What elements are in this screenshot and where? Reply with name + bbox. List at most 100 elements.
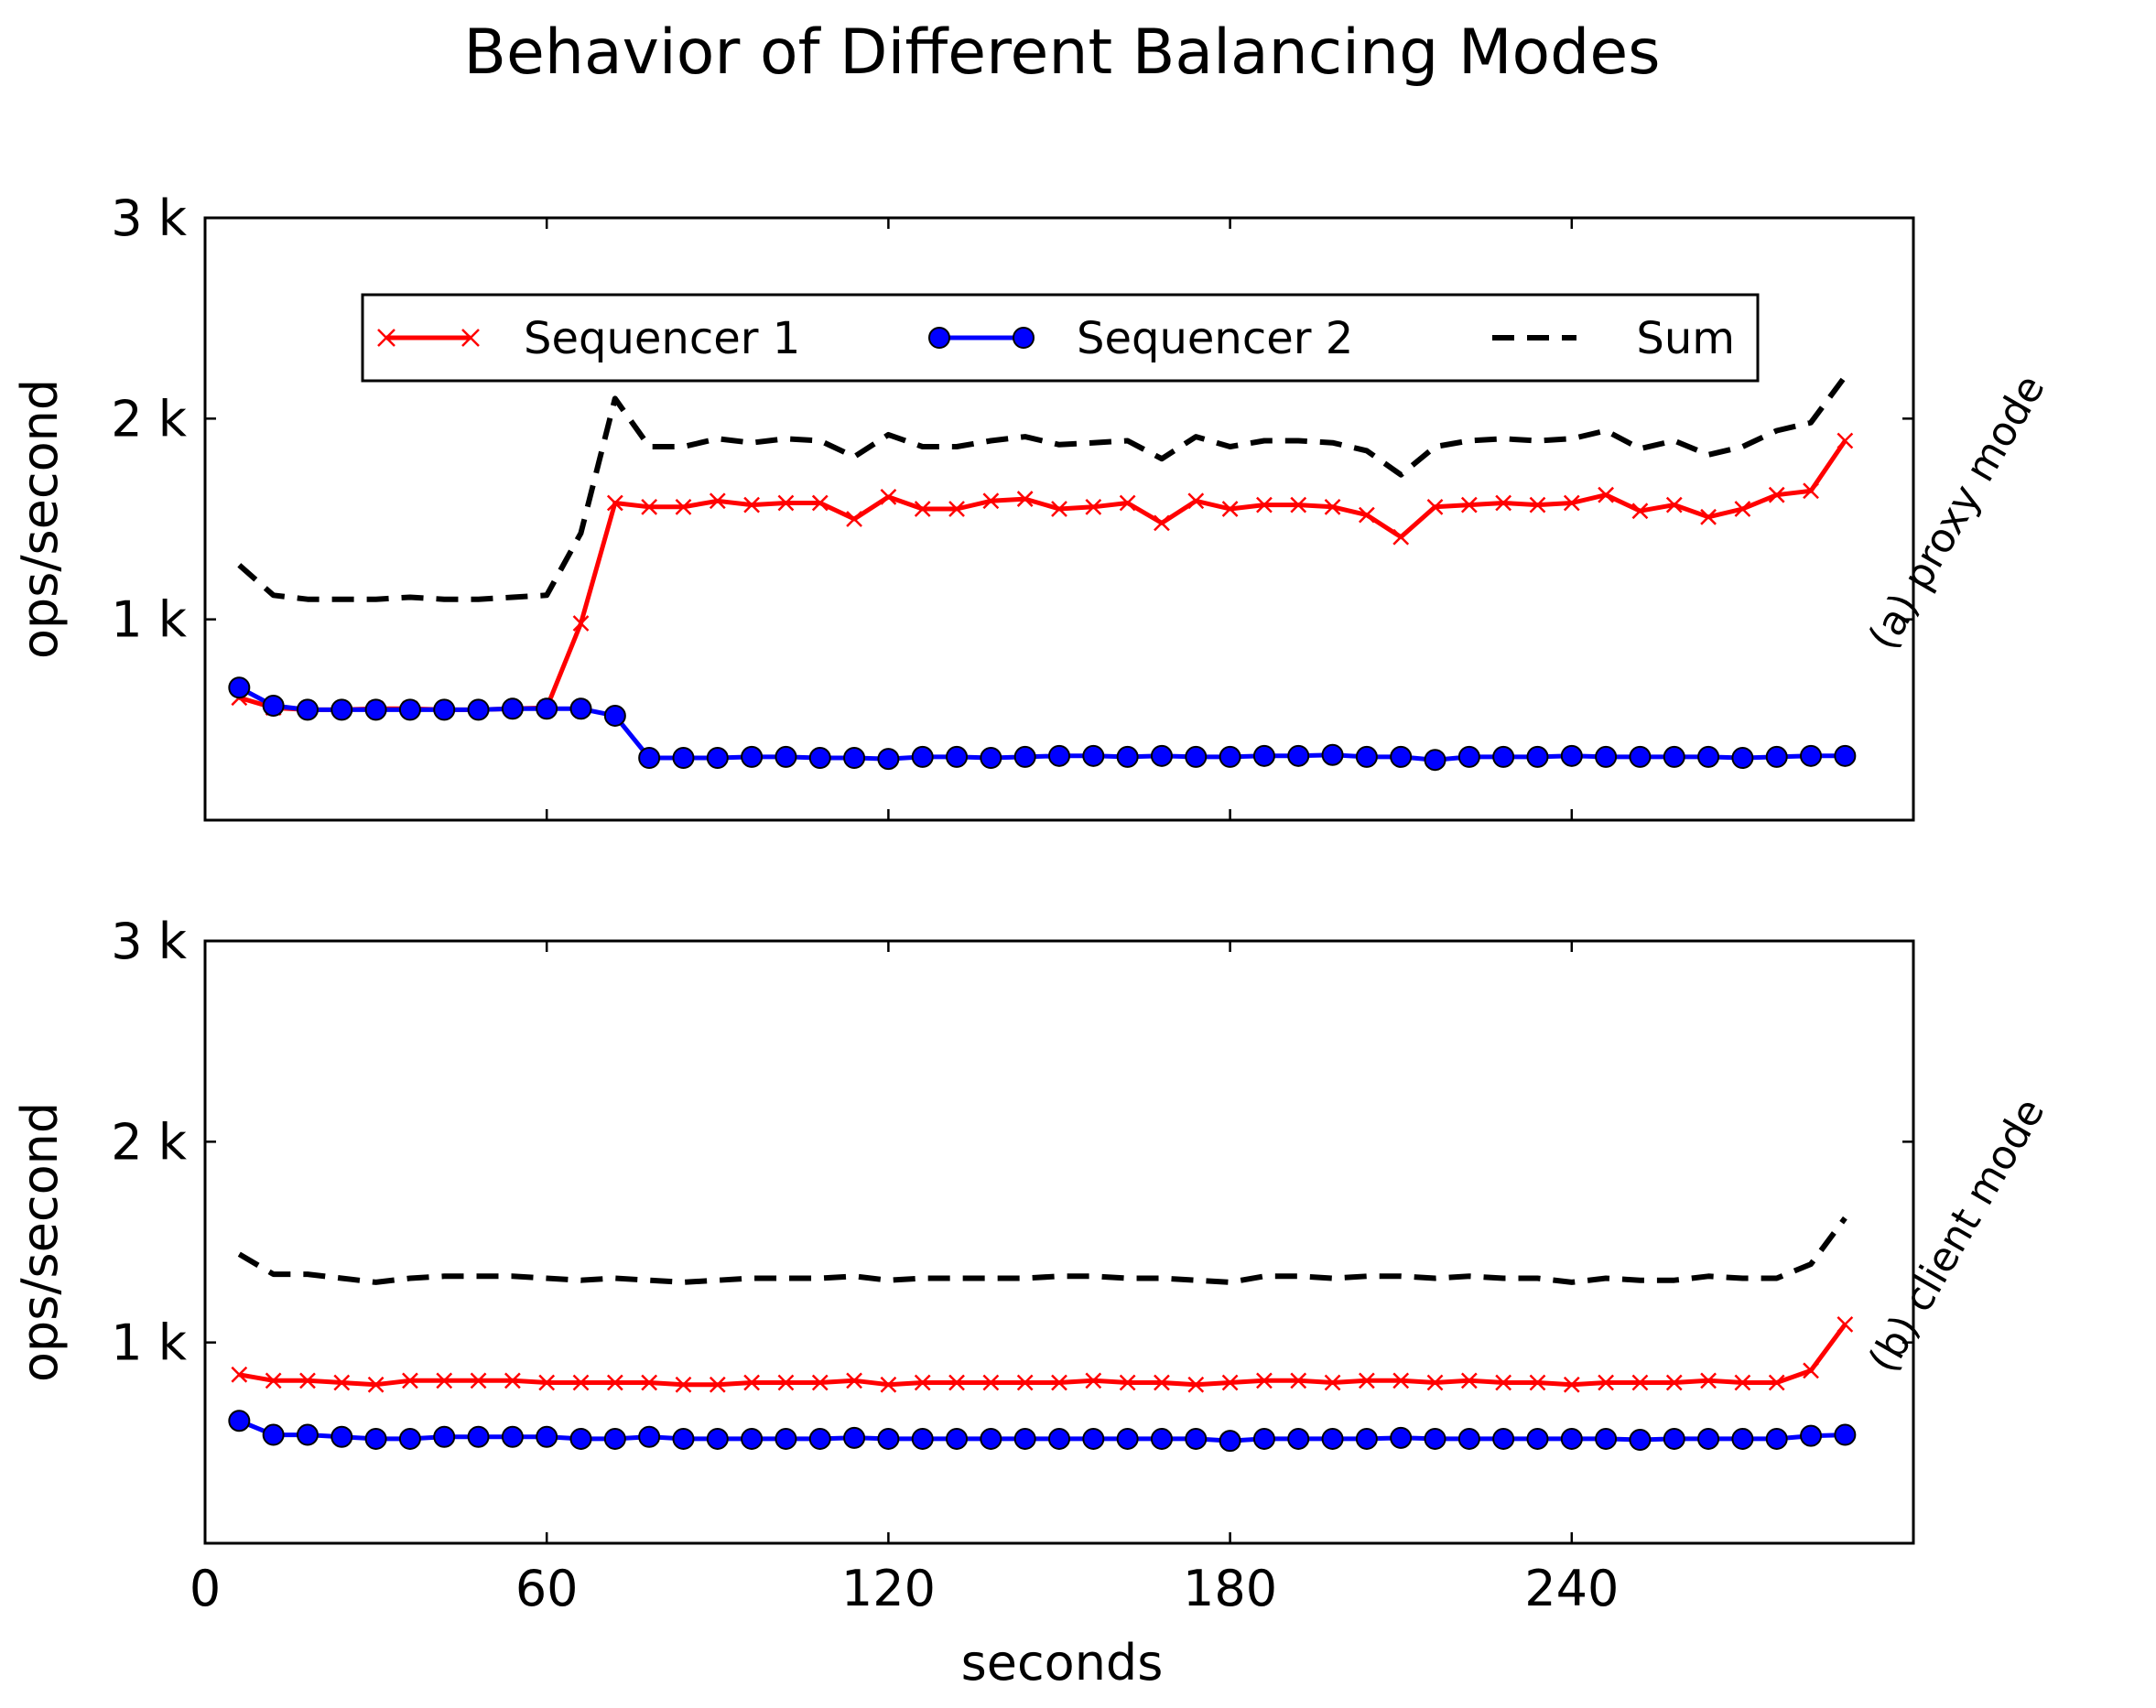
data-point (1731, 747, 1754, 770)
data-point (398, 698, 421, 721)
data-point (1256, 496, 1273, 513)
data-point (1734, 1374, 1751, 1391)
data-point (603, 704, 626, 727)
series-line-sum (237, 1216, 1847, 1285)
data-point (743, 496, 761, 513)
x-tick-label: 120 (841, 1560, 936, 1617)
x-tick-label: 0 (190, 1560, 221, 1617)
data-point (1665, 496, 1683, 513)
data-point (467, 1425, 490, 1448)
x-tick-label: 180 (1183, 1560, 1277, 1617)
data-point (948, 501, 965, 517)
data-point (1150, 744, 1173, 767)
data-point (1492, 745, 1515, 768)
data-point (1765, 1427, 1788, 1450)
data-point (436, 1372, 453, 1389)
data-point (364, 1427, 387, 1450)
data-point (946, 1427, 969, 1450)
data-point (1495, 494, 1512, 512)
data-point (1321, 1427, 1344, 1450)
data-point (1221, 501, 1239, 517)
data-point (299, 1372, 316, 1389)
y-tick-label: 1 k (111, 591, 188, 649)
y-tick-label: 2 k (111, 1113, 188, 1171)
legend-label: Sequencer 1 (524, 313, 800, 364)
data-point (1834, 1423, 1857, 1446)
data-point (1734, 501, 1751, 517)
data-point (808, 747, 831, 770)
data-point (808, 1427, 831, 1450)
data-point (538, 1374, 556, 1391)
data-point (741, 745, 764, 768)
data-point (980, 1427, 1002, 1450)
data-point (1803, 482, 1819, 500)
legend-entry-sequencer-1: Sequencer 1 (377, 313, 800, 364)
x-axis-label: seconds (961, 1634, 1164, 1692)
data-point (1252, 1427, 1275, 1450)
data-point (504, 1372, 521, 1389)
data-point (811, 494, 829, 512)
legend-marker (928, 327, 950, 349)
data-point (228, 676, 251, 699)
data-point (1324, 498, 1341, 515)
series-line-sequencer-1 (238, 1323, 1847, 1388)
data-point (1051, 501, 1067, 517)
data-point (1119, 1374, 1136, 1391)
data-point (1150, 1427, 1173, 1450)
data-point (1187, 492, 1205, 510)
data-point (1392, 1372, 1410, 1389)
plot-frame (203, 939, 1915, 1545)
data-point (1290, 1372, 1307, 1389)
data-point (1768, 486, 1785, 503)
data-point (1082, 1427, 1105, 1450)
y-axis-label: ops/second (11, 1102, 69, 1382)
legend-entry-sequencer-2: Sequencer 2 (928, 313, 1353, 364)
data-point (1563, 1376, 1580, 1393)
data-point (1390, 1426, 1413, 1449)
data-point (1665, 1374, 1683, 1391)
data-point (1460, 496, 1478, 513)
data-point (675, 498, 692, 515)
data-point (741, 1427, 764, 1450)
data-point (982, 1374, 1000, 1391)
data-point (433, 698, 456, 721)
data-point (1803, 1362, 1819, 1379)
data-point (1765, 745, 1788, 768)
data-point (1290, 496, 1307, 513)
data-point (231, 1366, 248, 1383)
data-point (1185, 745, 1208, 768)
data-point (1051, 1374, 1067, 1391)
x-tick-label: 60 (515, 1560, 579, 1617)
data-point (367, 1376, 385, 1393)
data-point (1526, 745, 1549, 768)
data-point (743, 1374, 761, 1391)
data-point (1598, 486, 1615, 503)
data-point (1731, 1427, 1754, 1450)
data-point (467, 698, 490, 721)
series-sequencer-2 (228, 676, 1857, 772)
data-point (638, 1425, 661, 1448)
data-point (1495, 1374, 1512, 1391)
data-point (1595, 745, 1618, 768)
data-point (777, 494, 795, 512)
data-point (1013, 1427, 1036, 1450)
data-point (1563, 494, 1580, 512)
data-point (1221, 1374, 1239, 1391)
legend: Sequencer 1 Sequencer 2 Sum (361, 293, 1760, 383)
data-point (1392, 528, 1410, 546)
data-point (641, 498, 658, 515)
plot-frame (203, 216, 1915, 822)
data-point (638, 747, 661, 770)
data-point (980, 747, 1002, 770)
data-point (1529, 496, 1546, 513)
data-point (1085, 1372, 1102, 1389)
data-point (1287, 744, 1310, 767)
data-point (1219, 745, 1241, 768)
data-point (1595, 1427, 1618, 1450)
y-tick-label: 3 k (111, 189, 188, 247)
data-point (911, 745, 934, 768)
data-point (706, 747, 729, 770)
data-point (606, 494, 623, 512)
data-point (675, 1376, 692, 1393)
